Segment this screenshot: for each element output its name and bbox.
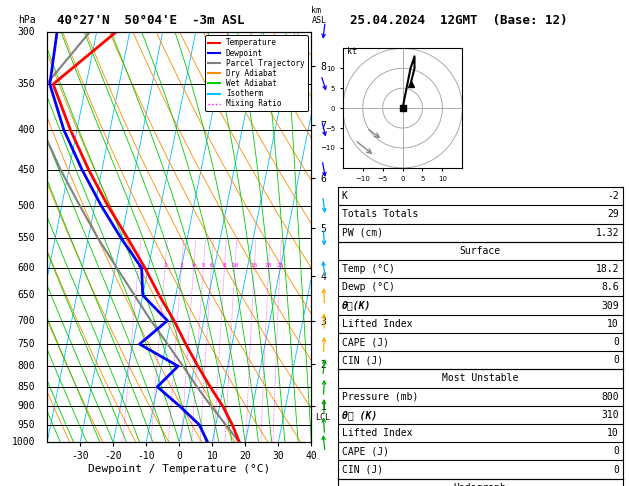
Text: 600: 600 (18, 263, 35, 273)
X-axis label: Dewpoint / Temperature (°C): Dewpoint / Temperature (°C) (88, 464, 270, 474)
Text: 800: 800 (601, 392, 619, 402)
Text: 18.2: 18.2 (596, 264, 619, 274)
Text: 8.6: 8.6 (601, 282, 619, 293)
Text: CAPE (J): CAPE (J) (342, 446, 389, 456)
Text: Hodograph: Hodograph (454, 483, 507, 486)
Text: 4: 4 (192, 263, 196, 268)
Text: 1: 1 (136, 263, 140, 268)
Text: PW (cm): PW (cm) (342, 227, 382, 238)
Text: Pressure (mb): Pressure (mb) (342, 392, 418, 402)
Text: Surface: Surface (460, 246, 501, 256)
Text: 15: 15 (250, 263, 258, 268)
Text: 10: 10 (607, 428, 619, 438)
Text: θᴄ(K): θᴄ(K) (342, 300, 371, 311)
Text: 700: 700 (18, 315, 35, 326)
Text: 310: 310 (601, 410, 619, 420)
Text: 0: 0 (613, 355, 619, 365)
Legend: Temperature, Dewpoint, Parcel Trajectory, Dry Adiabat, Wet Adiabat, Isotherm, Mi: Temperature, Dewpoint, Parcel Trajectory… (205, 35, 308, 111)
Text: Dewp (°C): Dewp (°C) (342, 282, 394, 293)
Text: -2: -2 (607, 191, 619, 201)
Text: 550: 550 (18, 233, 35, 243)
Text: Lifted Index: Lifted Index (342, 319, 412, 329)
Text: 25.04.2024  12GMT  (Base: 12): 25.04.2024 12GMT (Base: 12) (350, 14, 568, 27)
Text: 400: 400 (18, 125, 35, 135)
Text: 950: 950 (18, 420, 35, 430)
Text: 25: 25 (276, 263, 284, 268)
Text: 0: 0 (613, 337, 619, 347)
Text: 10: 10 (231, 263, 238, 268)
Text: km
ASL: km ASL (311, 6, 326, 25)
Text: Most Unstable: Most Unstable (442, 373, 518, 383)
Text: 800: 800 (18, 361, 35, 371)
Text: 350: 350 (18, 79, 35, 89)
Text: 40°27'N  50°04'E  -3m ASL: 40°27'N 50°04'E -3m ASL (57, 14, 245, 27)
Text: Totals Totals: Totals Totals (342, 209, 418, 220)
Text: 0: 0 (613, 446, 619, 456)
Text: 750: 750 (18, 339, 35, 349)
Text: CIN (J): CIN (J) (342, 355, 382, 365)
Text: K: K (342, 191, 347, 201)
Text: 850: 850 (18, 382, 35, 392)
Text: 1.32: 1.32 (596, 227, 619, 238)
Text: 300: 300 (18, 27, 35, 36)
Text: 3: 3 (179, 263, 183, 268)
Text: 900: 900 (18, 401, 35, 411)
Text: 2: 2 (163, 263, 167, 268)
Text: 309: 309 (601, 300, 619, 311)
Text: Temp (°C): Temp (°C) (342, 264, 394, 274)
Text: 6: 6 (209, 263, 213, 268)
Text: hPa: hPa (18, 16, 35, 25)
Text: 5: 5 (201, 263, 205, 268)
Text: 1000: 1000 (12, 437, 35, 447)
Text: θᴄ (K): θᴄ (K) (342, 410, 377, 420)
Text: CAPE (J): CAPE (J) (342, 337, 389, 347)
Text: 650: 650 (18, 290, 35, 300)
Text: 10: 10 (607, 319, 619, 329)
Text: 20: 20 (265, 263, 272, 268)
Text: CIN (J): CIN (J) (342, 465, 382, 475)
Text: kt: kt (347, 47, 357, 56)
Text: 8: 8 (223, 263, 226, 268)
Text: 29: 29 (607, 209, 619, 220)
Text: 450: 450 (18, 165, 35, 175)
Text: Lifted Index: Lifted Index (342, 428, 412, 438)
Text: 0: 0 (613, 465, 619, 475)
Text: LCL: LCL (316, 413, 330, 422)
Text: 500: 500 (18, 201, 35, 211)
